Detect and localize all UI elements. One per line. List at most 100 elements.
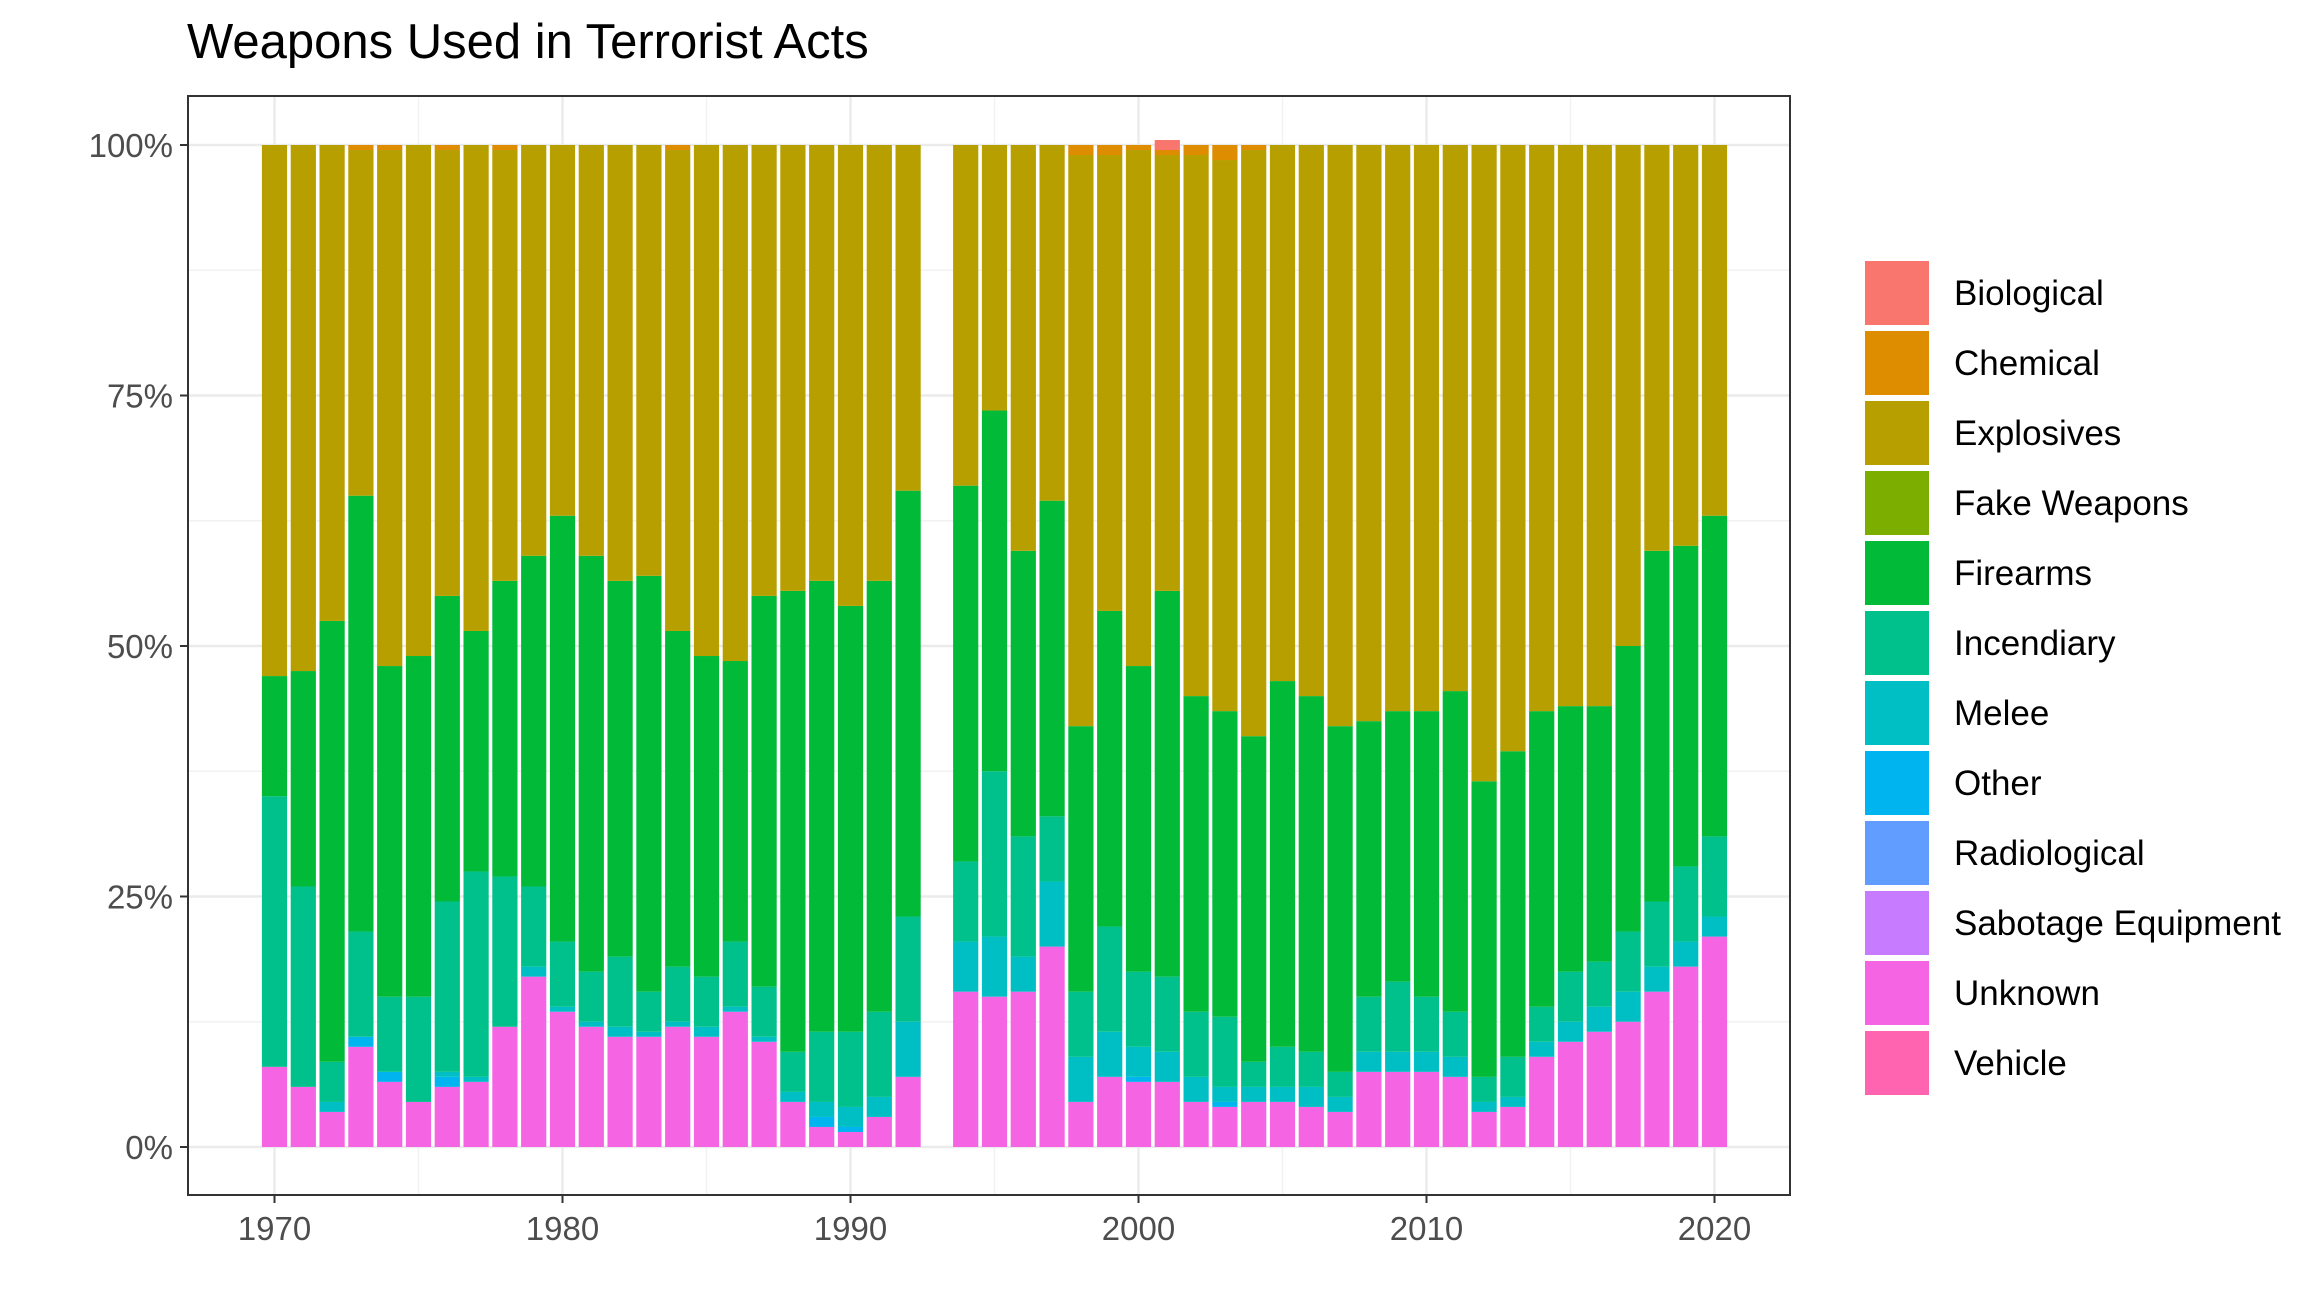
bar-segment-incendiary: 2004 Incendiary: 2.5%: [1241, 1061, 1267, 1087]
bar-segment-chemical: 2000 Chemical: 0.5%: [1125, 145, 1152, 151]
bar-segment-explosives: 1984 Explosives: 48.0%: [665, 150, 691, 631]
bar-segment-melee: 1996 Melee: 3.5%: [1010, 956, 1036, 992]
bar-segment-unknown: 2005 Unknown: 4.5%: [1269, 1101, 1296, 1147]
bar-segment-unknown: 2006 Unknown: 4.0%: [1298, 1106, 1324, 1147]
bar-segment-explosives: 2003 Explosives: 55.0%: [1212, 160, 1238, 712]
bar-segment-incendiary: 1974 Incendiary: 7.5%: [377, 996, 403, 1072]
bar-segment-explosives: 2018 Explosives: 40.5%: [1644, 145, 1670, 551]
bar-1984: 1984 Unknown: 12.0%1984 Melee: 0.5%1984 …: [665, 145, 691, 1147]
bar-2007: 2007 Unknown: 3.5%2007 Melee: 1.5%2007 I…: [1327, 145, 1353, 1147]
legend-key: [1865, 891, 1929, 955]
bar-segment-explosives: 2004 Explosives: 58.5%: [1241, 150, 1267, 737]
bar-segment-firearms: 1982 Firearms: 37.5%: [607, 580, 633, 957]
y-tick-label: 75%: [107, 378, 173, 415]
bar-segment-unknown: 1971 Unknown: 6.0%: [290, 1086, 316, 1147]
bar-segment-melee: 2015 Melee: 2.0%: [1557, 1021, 1584, 1042]
bar-segment-melee: 1999 Melee: 4.5%: [1097, 1031, 1123, 1077]
bar-segment-explosives: 2019 Explosives: 40.0%: [1673, 145, 1699, 546]
bar-segment-explosives: 2012 Explosives: 63.5%: [1471, 145, 1497, 782]
bar-segment-explosives: 1980 Explosives: 37.0%: [549, 145, 576, 516]
bar-segment-incendiary: 2010 Incendiary: 5.5%: [1413, 996, 1440, 1052]
bar-2019: 2019 Unknown: 18.0%2019 Melee: 2.5%2019 …: [1673, 145, 1699, 1147]
bar-segment-explosives: 1987 Explosives: 45.0%: [751, 145, 777, 596]
bar-segment-chemical: 2002 Chemical: 1.0%: [1183, 145, 1209, 156]
bar-segment-melee: 2002 Melee: 2.5%: [1183, 1076, 1209, 1102]
bar-segment-explosives: 1989 Explosives: 43.5%: [809, 145, 835, 581]
bar-segment-incendiary: 2020 Incendiary: 8.0%: [1701, 836, 1728, 917]
bar-segment-firearms: 1991 Firearms: 43.0%: [866, 580, 892, 1012]
bar-segment-other: 1974 Other: 1.0%: [377, 1071, 403, 1082]
bar-segment-unknown: 1999 Unknown: 7.0%: [1097, 1076, 1123, 1147]
bar-segment-incendiary: 2006 Incendiary: 3.5%: [1298, 1051, 1324, 1087]
bar-segment-firearms: 1985 Firearms: 32.0%: [693, 656, 720, 977]
bar-segment-melee: 1995 Melee: 6.0%: [981, 936, 1008, 997]
bar-segment-explosives: 2020 Explosives: 37.0%: [1701, 145, 1728, 516]
bar-segment-firearms: 2010 Firearms: 28.5%: [1413, 711, 1440, 997]
bar-segment-explosives: 2007 Explosives: 58.0%: [1327, 145, 1353, 727]
bar-segment-incendiary: 2014 Incendiary: 3.5%: [1529, 1006, 1555, 1042]
bar-segment-incendiary: 1991 Incendiary: 8.5%: [866, 1011, 892, 1097]
bar-segment-firearms: 2013 Firearms: 30.5%: [1500, 751, 1526, 1057]
bar-segment-firearms: 1981 Firearms: 41.5%: [578, 555, 604, 972]
bar-segment-unknown: 1970 Unknown: 8.0%: [261, 1066, 288, 1147]
bar-segment-firearms: 1992 Firearms: 42.5%: [895, 490, 921, 917]
bar-segment-explosives: 1977 Explosives: 48.5%: [463, 145, 489, 631]
bar-segment-incendiary: 1988 Incendiary: 4.0%: [780, 1051, 806, 1092]
bar-1986: 1986 Unknown: 13.5%1986 Melee: 0.5%1986 …: [722, 145, 748, 1147]
legend-label: Vehicle: [1954, 1044, 2067, 1083]
bar-segment-firearms: 1998 Firearms: 26.5%: [1068, 726, 1094, 992]
bar-segment-unknown: 2007 Unknown: 3.5%: [1327, 1111, 1353, 1147]
bar-segment-unknown: 1991 Unknown: 3.0%: [866, 1116, 892, 1147]
bar-segment-other: 1990 Other: 0.5%: [837, 1126, 864, 1132]
bar-segment-explosives: 1979 Explosives: 41.0%: [521, 145, 547, 556]
bar-segment-incendiary: 1984 Incendiary: 5.5%: [665, 966, 691, 1022]
bar-segment-melee: 1994 Melee: 5.0%: [953, 941, 979, 992]
bar-segment-firearms: 2004 Firearms: 32.5%: [1241, 736, 1267, 1062]
bar-1972: 1972 Unknown: 3.5%1972 Melee: 1.0%1972 I…: [319, 145, 345, 1147]
bar-segment-incendiary: 2009 Incendiary: 7.0%: [1385, 981, 1411, 1052]
bar-segment-melee: 1976 Melee: 0.5%: [434, 1071, 460, 1077]
bar-segment-unknown: 1978 Unknown: 12.0%: [492, 1026, 518, 1147]
bar-1975: 1975 Unknown: 4.5%1975 Incendiary: 10.5%…: [405, 145, 432, 1147]
bar-segment-firearms: 2007 Firearms: 34.5%: [1327, 726, 1353, 1072]
bar-1992: 1992 Unknown: 7.0%1992 Melee: 5.5%1992 I…: [895, 145, 921, 1147]
bar-segment-unknown: 1986 Unknown: 13.5%: [722, 1011, 748, 1147]
bar-segment-unknown: 1998 Unknown: 4.5%: [1068, 1101, 1094, 1147]
bar-segment-unknown: 2014 Unknown: 9.0%: [1529, 1056, 1555, 1147]
chart-title: Weapons Used in Terrorist Acts: [187, 15, 869, 69]
bar-segment-incendiary: 1985 Incendiary: 5.0%: [693, 976, 720, 1027]
legend-key: [1865, 401, 1929, 465]
plot-panel: 1970 Unknown: 8.0%1970 Incendiary: 27.0%…: [187, 95, 1791, 1196]
bar-2005: 2005 Unknown: 4.5%2005 Melee: 1.5%2005 I…: [1269, 145, 1296, 1147]
bar-segment-melee: 1990 Melee: 2.0%: [837, 1106, 864, 1127]
bar-segment-unknown: 1972 Unknown: 3.5%: [319, 1111, 345, 1147]
legend-label: Sabotage Equipment: [1954, 904, 2281, 943]
bar-segment-melee: 2000 Melee: 3.0%: [1125, 1046, 1152, 1077]
legend-item-biological: Biological: [1865, 261, 2104, 325]
bar-segment-unknown: 1983 Unknown: 11.0%: [636, 1036, 662, 1147]
legend-item-explosives: Explosives: [1865, 401, 2121, 465]
bar-segment-explosives: 1971 Explosives: 52.5%: [290, 145, 316, 672]
bar-segment-unknown: 1990 Unknown: 1.5%: [837, 1131, 864, 1147]
legend-label: Unknown: [1954, 974, 2100, 1013]
bar-segment-incendiary: 1996 Incendiary: 12.0%: [1010, 836, 1036, 957]
bar-segment-explosives: 1970 Explosives: 53.0%: [261, 145, 288, 677]
legend-label: Radiological: [1954, 834, 2145, 873]
bar-2003: 2003 Unknown: 4.0%2003 Other: 0.5%2003 M…: [1212, 145, 1238, 1147]
bar-segment-melee: 1989 Melee: 1.5%: [809, 1101, 835, 1117]
x-tick-label: 2020: [1678, 1210, 1751, 1247]
legend: Biological Chemical Explosives Fake Weapons…: [1865, 261, 2281, 1095]
bar-segment-explosives: 2006 Explosives: 55.0%: [1298, 145, 1324, 697]
bar-segment-unknown: 1985 Unknown: 11.0%: [693, 1036, 720, 1147]
bar-segment-melee: 2013 Melee: 1.0%: [1500, 1096, 1526, 1107]
bars: 1970 Unknown: 8.0%1970 Incendiary: 27.0%…: [261, 139, 1728, 1147]
bar-1995: 1995 Unknown: 15.0%1995 Melee: 6.0%1995 …: [981, 145, 1008, 1147]
bar-segment-melee: 1982 Melee: 1.0%: [607, 1026, 633, 1037]
bar-segment-firearms: 2001 Firearms: 38.5%: [1154, 590, 1180, 977]
bar-2004: 2004 Unknown: 4.5%2004 Melee: 1.5%2004 I…: [1241, 145, 1267, 1147]
bar-segment-incendiary: 1970 Incendiary: 27.0%: [261, 796, 288, 1067]
bar-segment-melee: 2004 Melee: 1.5%: [1241, 1086, 1267, 1102]
bar-segment-unknown: 1996 Unknown: 15.5%: [1010, 991, 1036, 1147]
y-tick-label: 50%: [107, 628, 173, 665]
bar-segment-firearms: 2020 Firearms: 32.0%: [1701, 515, 1728, 837]
